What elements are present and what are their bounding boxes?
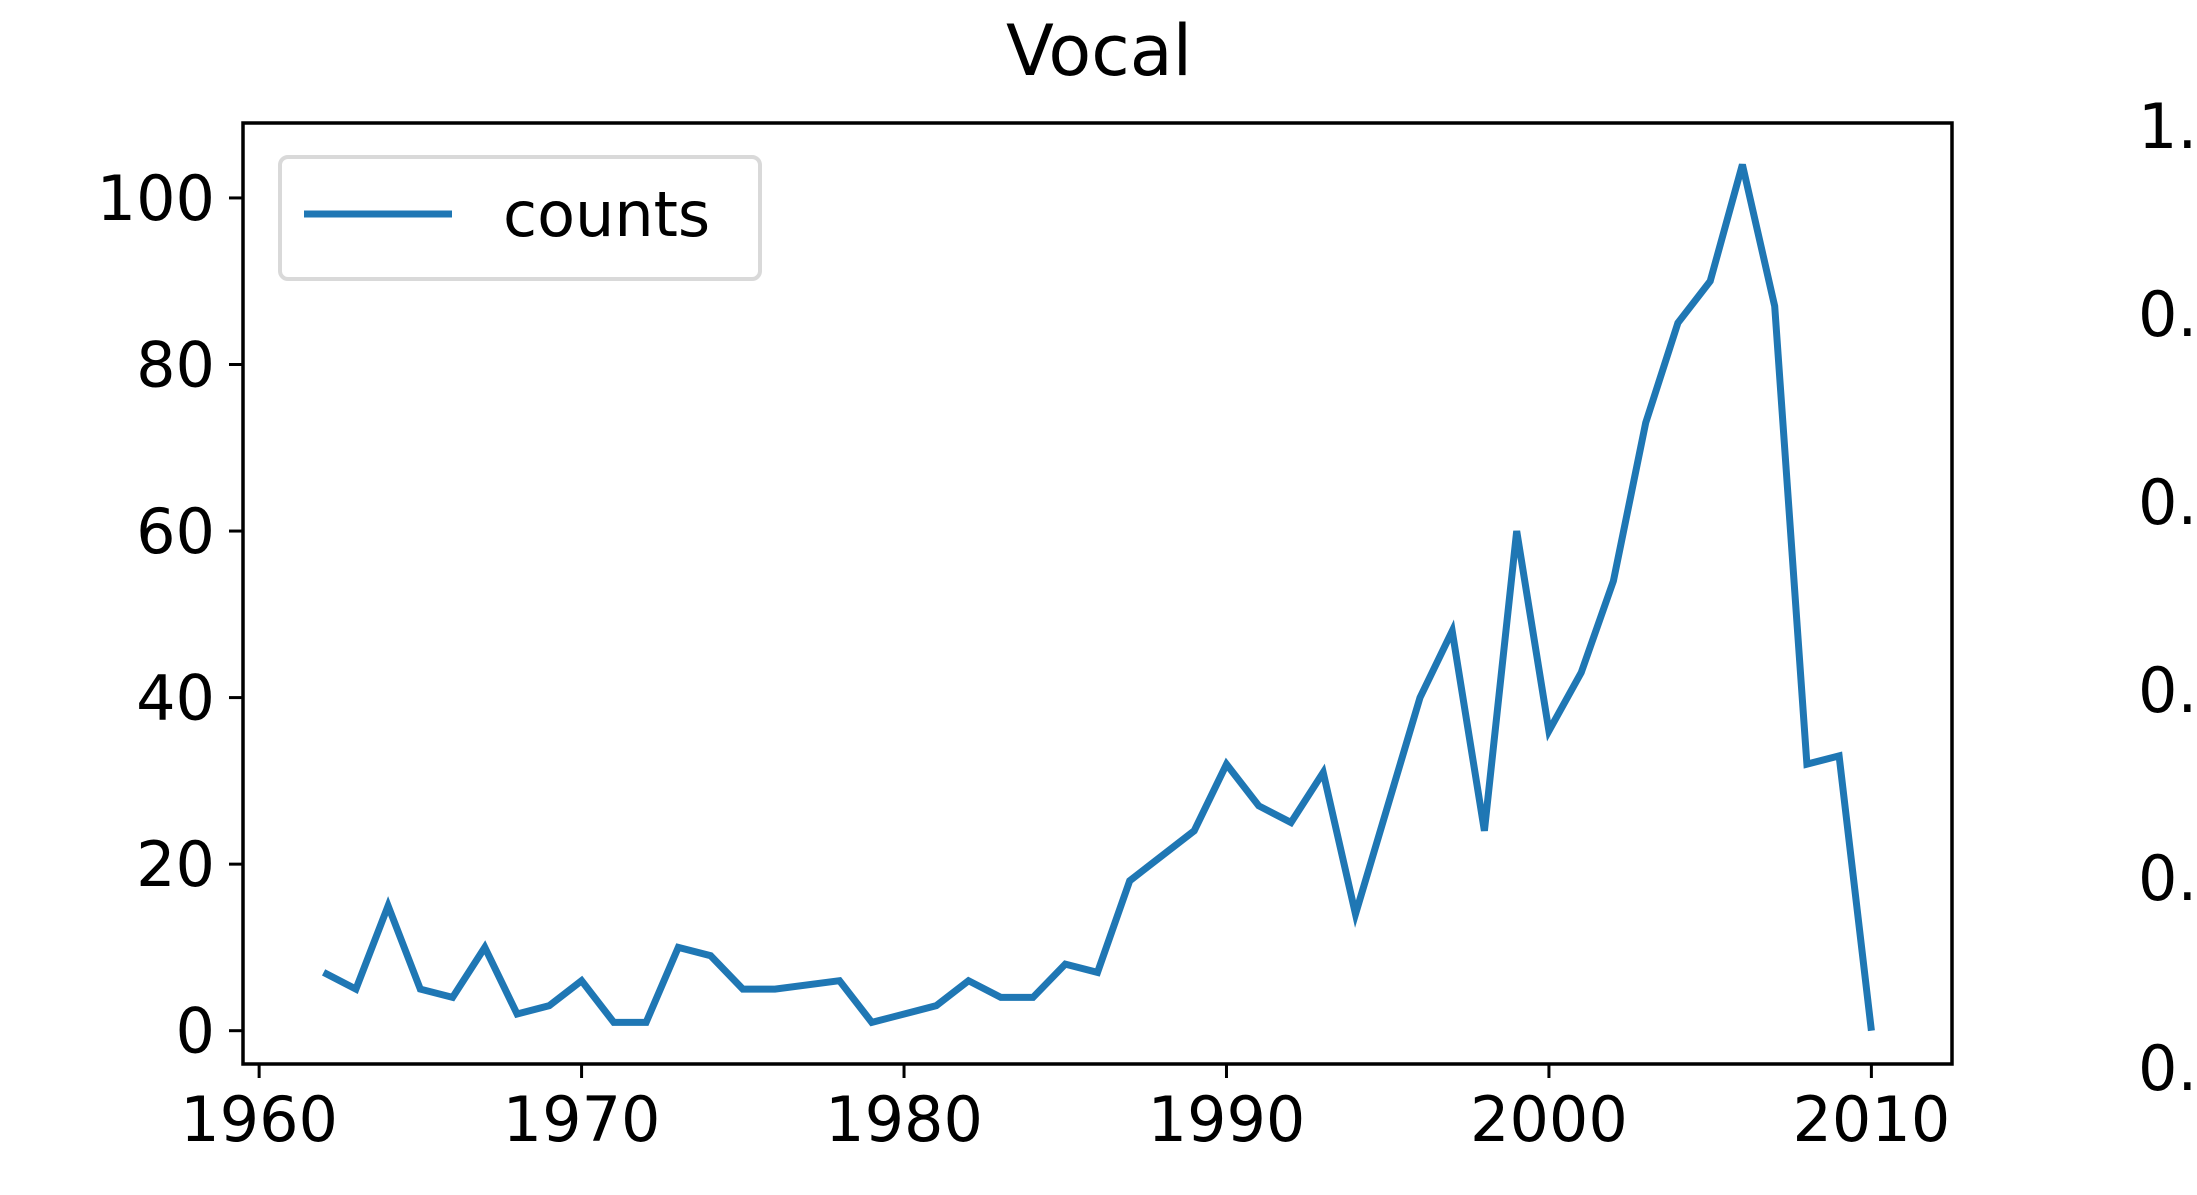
y-tick-label: 0 bbox=[176, 995, 215, 1068]
cropped-second-panel: 1. 0. 0. 0. 0. 0. bbox=[2138, 90, 2197, 1105]
y-tick-label: 40 bbox=[136, 662, 215, 735]
y-tick-label: 20 bbox=[136, 828, 215, 901]
legend-label: counts bbox=[503, 178, 710, 251]
x-tick-label: 1990 bbox=[1148, 1083, 1306, 1156]
y-tick-label: 60 bbox=[136, 495, 215, 568]
y-tick-label: 80 bbox=[136, 328, 215, 401]
axes-frame bbox=[241, 121, 1954, 1066]
x-tick-label: 2010 bbox=[1792, 1083, 1950, 1156]
series-line-counts bbox=[321, 163, 1875, 1032]
x-tick-label: 1960 bbox=[180, 1083, 338, 1156]
x-tick-label: 1980 bbox=[825, 1083, 983, 1156]
x-tick-label: 2000 bbox=[1470, 1083, 1628, 1156]
side-y-tick-label: 0. bbox=[2138, 654, 2197, 727]
side-y-tick-label: 0. bbox=[2138, 842, 2197, 915]
side-y-tick-label: 0. bbox=[2138, 1032, 2197, 1105]
chart-title: Vocal bbox=[1006, 10, 1192, 92]
legend-box bbox=[278, 155, 762, 281]
y-tick-label: 100 bbox=[97, 162, 215, 235]
plot-area: 1960 1970 1980 1990 2000 2010 0 20 40 60 80 100 bbox=[97, 121, 1954, 1156]
side-y-tick-label: 0. bbox=[2138, 466, 2197, 539]
side-y-tick-label: 0. bbox=[2138, 278, 2197, 351]
side-y-tick-label: 1. bbox=[2138, 90, 2197, 163]
x-tick-label: 1970 bbox=[503, 1083, 661, 1156]
legend: counts bbox=[278, 155, 762, 281]
